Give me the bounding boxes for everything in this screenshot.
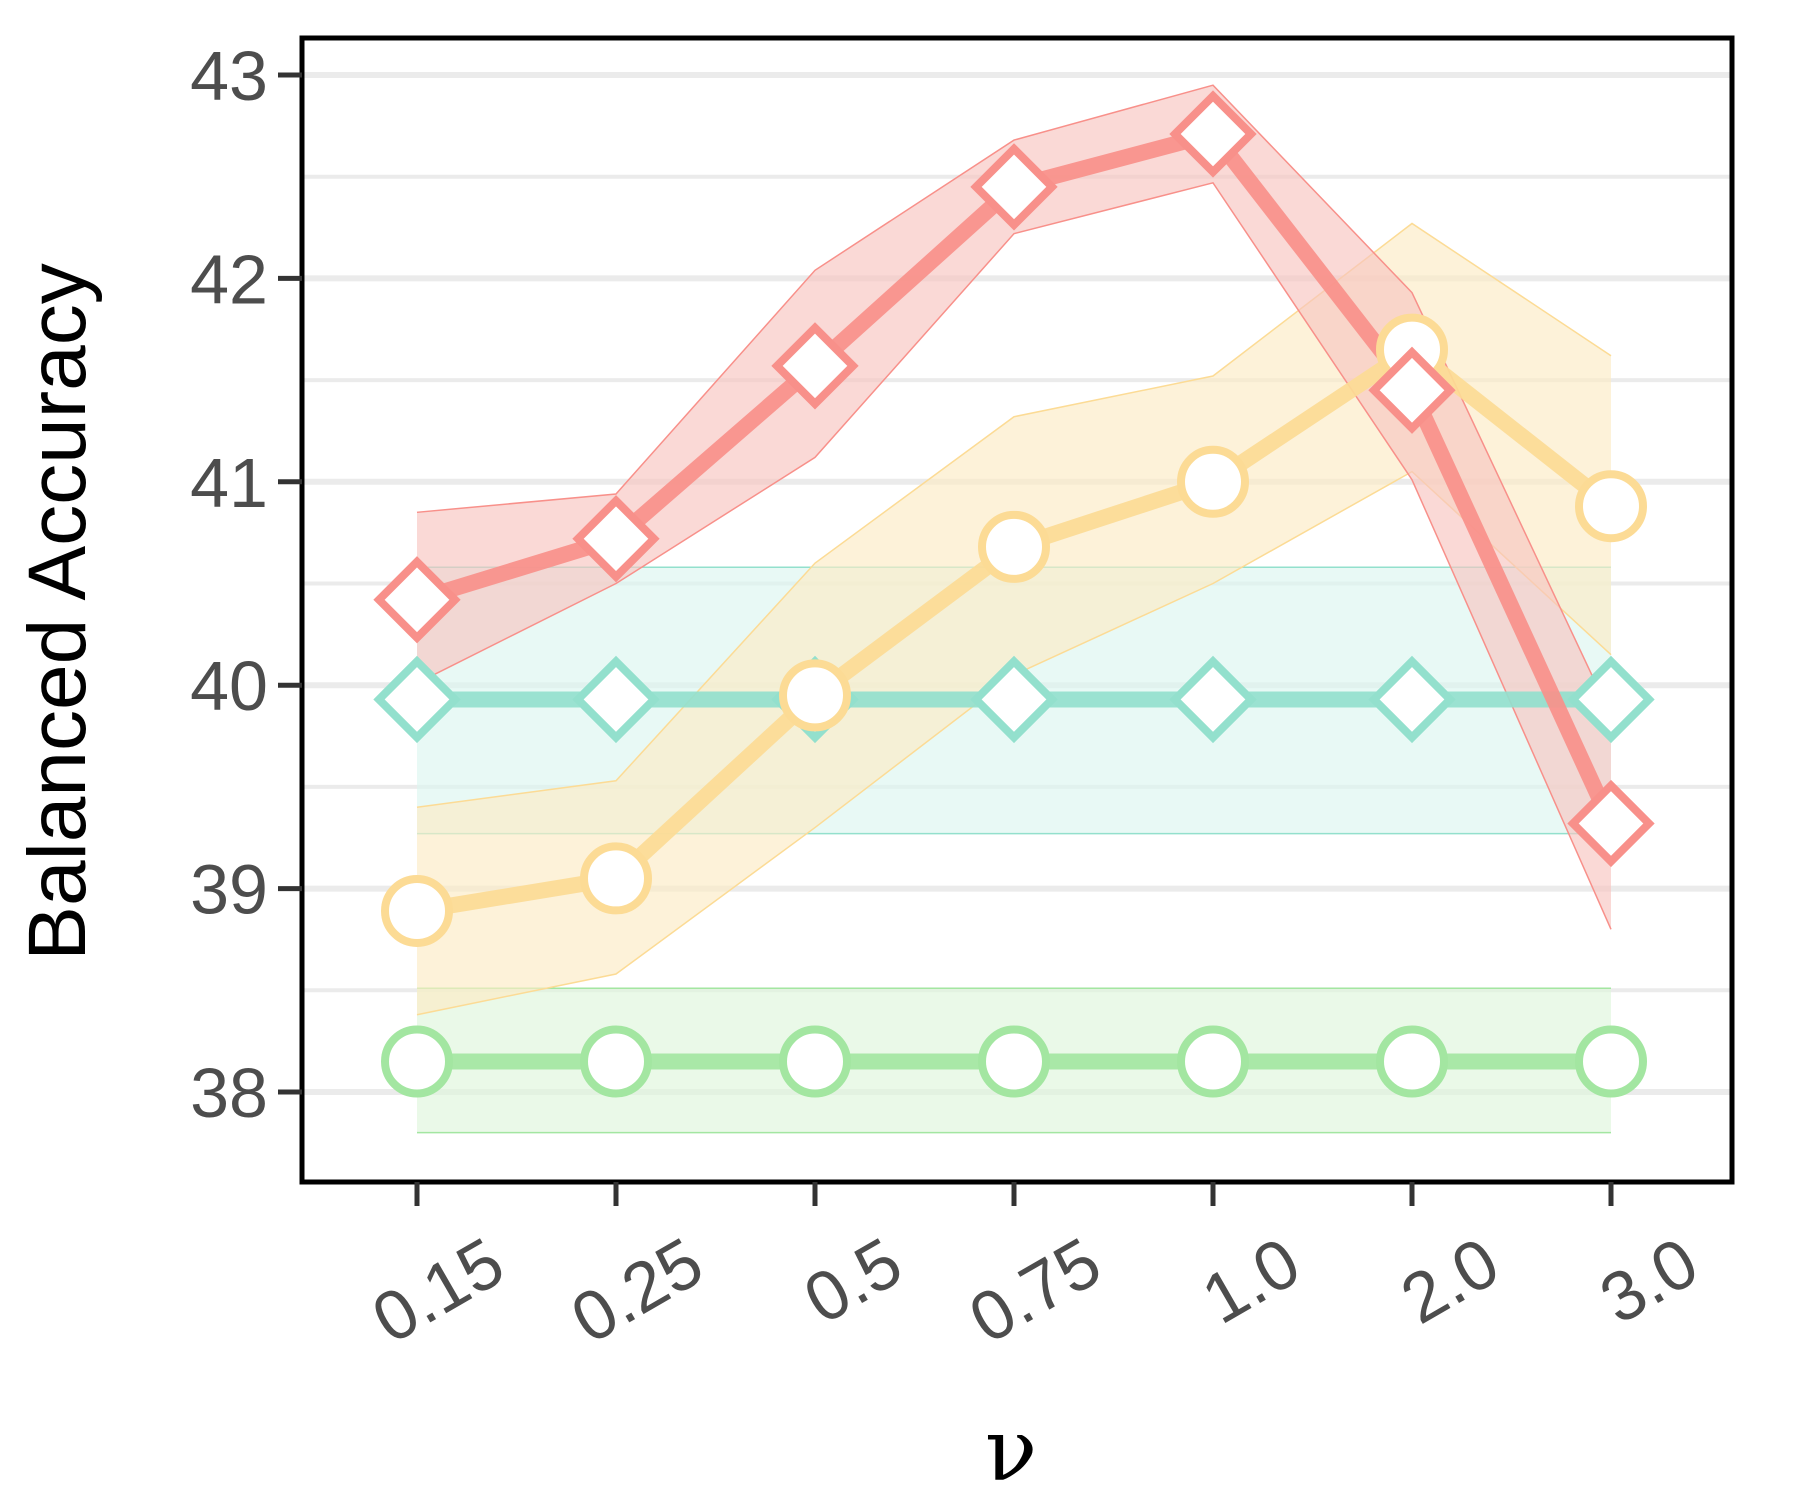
- diamond-marker: [1567, 655, 1655, 744]
- band-upper-edge: [416, 84, 1612, 717]
- circle-marker: [1575, 1025, 1647, 1098]
- diamond-marker: [373, 655, 461, 744]
- diamond-marker: [771, 322, 859, 410]
- circle-marker: [779, 659, 851, 732]
- x-tick-label: 0.5: [791, 1222, 914, 1338]
- y-tick-label: 43: [190, 37, 268, 115]
- y-tick-label: 39: [190, 851, 268, 929]
- y-axis-title: Balanced Accuracy: [12, 263, 103, 960]
- y-tick-label: 41: [190, 444, 268, 522]
- error-bands: [416, 84, 1612, 1134]
- x-tick-label: 2.0: [1388, 1222, 1511, 1338]
- diamond-marker: [1567, 779, 1655, 868]
- circle-marker: [381, 1025, 453, 1098]
- circle-marker: [779, 1025, 851, 1098]
- diamond-marker: [373, 556, 461, 644]
- circle-marker: [580, 1025, 652, 1098]
- x-tick-label: 1.0: [1189, 1222, 1312, 1338]
- diamond-marker: [1368, 346, 1456, 434]
- x-tick-label: 0.15: [360, 1222, 517, 1358]
- circle-marker: [978, 510, 1050, 583]
- x-tick-label: 3.0: [1587, 1222, 1710, 1338]
- diamond-marker: [572, 495, 660, 583]
- x-axis-title: ν: [985, 1401, 1037, 1500]
- circle-marker: [978, 1025, 1050, 1098]
- diamond-marker: [1169, 90, 1257, 178]
- diamond-marker: [572, 655, 660, 744]
- x-tick-label: 0.75: [957, 1222, 1114, 1358]
- circle-marker: [381, 874, 453, 947]
- y-axis-ticks: 38 39 40 41 42 43: [190, 37, 302, 1132]
- x-axis-ticks: 0.15 0.25 0.5 0.75 1.0 2.0 3.0: [360, 1182, 1711, 1358]
- circle-marker: [1376, 1025, 1448, 1098]
- y-tick-label: 42: [190, 240, 268, 318]
- diamond-marker: [1368, 655, 1456, 744]
- series-markers: [373, 90, 1655, 1098]
- diamond-marker: [970, 655, 1058, 744]
- circle-marker: [1177, 1025, 1249, 1098]
- circle-marker: [1575, 470, 1647, 543]
- circle-marker: [1177, 445, 1249, 518]
- band-lower-edge: [416, 181, 1612, 930]
- diamond-marker: [970, 143, 1058, 231]
- band-upper-edge: [416, 222, 1612, 808]
- plot-border: [299, 35, 1735, 1185]
- x-tick-label: 0.25: [559, 1222, 716, 1358]
- error-band: [417, 85, 1611, 930]
- y-tick-label: 40: [190, 647, 268, 725]
- circle-marker: [580, 842, 652, 915]
- diamond-marker: [1169, 655, 1257, 744]
- y-tick-label: 38: [190, 1054, 268, 1132]
